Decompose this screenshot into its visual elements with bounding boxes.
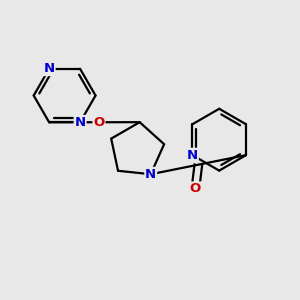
Text: N: N [74,116,86,129]
Text: N: N [145,168,156,181]
Text: O: O [93,116,105,129]
Text: N: N [187,149,198,162]
Text: N: N [44,62,55,75]
Text: O: O [190,182,201,195]
